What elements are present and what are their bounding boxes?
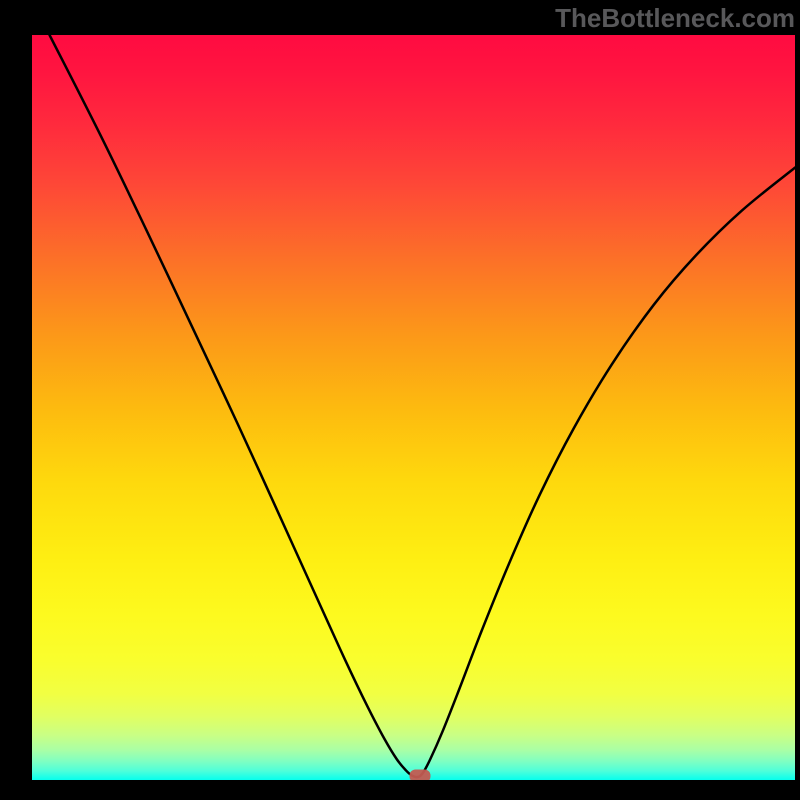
frame-border-bottom [0,780,800,800]
optimal-point-marker [409,769,430,780]
bottleneck-chart [32,35,795,780]
watermark-text: TheBottleneck.com [555,3,795,34]
frame-border-left [0,0,32,800]
bottleneck-curve [32,35,795,780]
frame-border-right [795,0,800,800]
